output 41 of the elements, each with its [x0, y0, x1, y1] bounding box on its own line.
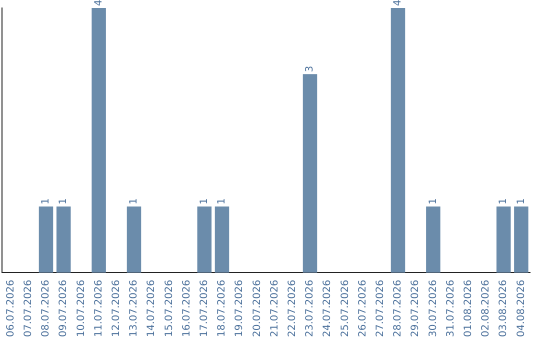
x-tick-label: 16.07.2026: [181, 280, 192, 338]
x-tick-label: 22.07.2026: [286, 280, 298, 338]
x-tick-label: 18.07.2026: [216, 280, 228, 338]
data-label: 1: [40, 198, 52, 205]
x-tick-label: 02.08.2026: [480, 280, 492, 338]
data-label: 3: [304, 66, 316, 72]
x-tick-label: 29.07.2026: [410, 280, 422, 338]
data-label: 1: [428, 198, 439, 205]
x-tick-label: 08.07.2026: [40, 280, 52, 338]
x-tick-label: 21.07.2026: [269, 280, 280, 338]
x-tick-label: 15.07.2026: [164, 280, 175, 338]
x-tick-label: 25.07.2026: [340, 280, 351, 338]
x-tick-label: 19.07.2026: [234, 280, 246, 338]
x-tick-label: 31.07.2026: [445, 280, 456, 338]
x-tick-label: 11.07.2026: [93, 280, 104, 338]
data-label: 1: [198, 198, 210, 205]
data-label: 1: [216, 198, 228, 205]
x-tick-label: 26.07.2026: [357, 280, 368, 338]
data-label: 4: [392, 0, 404, 6]
x-tick-label: 07.07.2026: [22, 280, 34, 338]
x-tick-label: 12.07.2026: [110, 280, 122, 338]
x-tick-label: 17.07.2026: [198, 280, 210, 338]
x-tick-label: 24.07.2026: [322, 280, 334, 338]
data-label: 1: [498, 198, 510, 205]
x-tick-label: 13.07.2026: [128, 280, 140, 338]
x-tick-label: 04.08.2026: [516, 280, 527, 338]
x-tick-label: 01.08.2026: [462, 280, 474, 338]
data-label: 1: [58, 198, 70, 205]
x-tick-label: 28.07.2026: [392, 280, 404, 338]
x-tick-label: 06.07.2026: [5, 280, 16, 338]
x-tick-label: 23.07.2026: [304, 280, 316, 338]
x-tick-label: 27.07.2026: [374, 280, 386, 338]
x-tick-label: 10.07.2026: [76, 280, 87, 338]
x-tick-label: 14.07.2026: [146, 280, 158, 338]
data-label: 1: [516, 198, 527, 205]
x-tick-label: 09.07.2026: [58, 280, 70, 338]
x-tick-label: 30.07.2026: [428, 280, 439, 338]
x-tick-label: 03.08.2026: [498, 280, 510, 338]
x-tick-label: 20.07.2026: [252, 280, 263, 338]
data-label: 1: [128, 198, 140, 205]
data-label: 4: [93, 0, 104, 6]
